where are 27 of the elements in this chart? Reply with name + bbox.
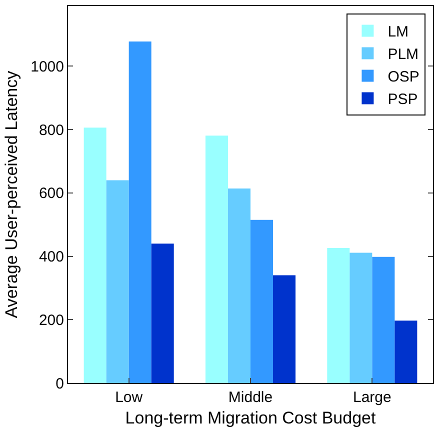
bar xyxy=(205,136,228,383)
bar xyxy=(350,252,372,383)
x-axis-title: Long-term Migration Cost Budget xyxy=(125,408,376,428)
bar xyxy=(250,220,274,383)
bar xyxy=(128,41,152,383)
legend-label: PLM xyxy=(388,46,419,64)
legend-label: OSP xyxy=(388,68,420,86)
x-tick-label: Middle xyxy=(228,389,273,406)
bar xyxy=(372,256,395,383)
x-tick-label: Large xyxy=(352,389,392,406)
y-tick-label: 800 xyxy=(38,122,64,139)
bar xyxy=(228,188,250,383)
bar xyxy=(394,320,418,383)
legend-label: PSP xyxy=(388,91,418,108)
y-tick-label: 400 xyxy=(38,248,64,266)
y-tick-label: 1000 xyxy=(30,58,64,76)
bar xyxy=(151,244,174,383)
y-axis-title: Average User-perceived Latency xyxy=(2,70,22,318)
bar xyxy=(327,248,350,383)
bar xyxy=(84,128,106,383)
bar xyxy=(106,180,129,383)
y-tick-label: 200 xyxy=(38,312,64,329)
bar xyxy=(273,275,296,383)
x-tick-label: Low xyxy=(115,389,143,406)
legend-label: LM xyxy=(388,24,409,41)
y-tick-label: 0 xyxy=(56,375,64,392)
y-tick-label: 600 xyxy=(38,185,64,202)
